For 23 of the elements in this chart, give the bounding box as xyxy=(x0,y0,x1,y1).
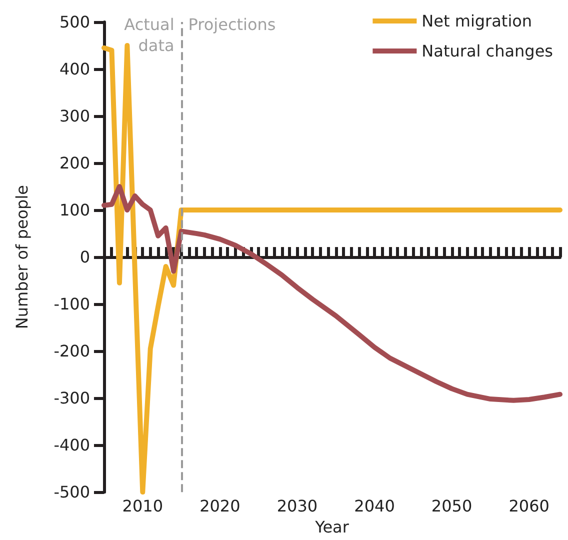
y-tick-label: -500 xyxy=(54,482,90,502)
x-tick-label: 2020 xyxy=(200,496,240,516)
x-axis-title: Year xyxy=(314,518,350,536)
legend-label: Net migration xyxy=(422,12,532,30)
annotation: Projections xyxy=(188,15,276,34)
y-axis-title: Number of people xyxy=(12,184,32,330)
y-tick-label: -400 xyxy=(54,436,90,455)
annotation: Actual data xyxy=(124,15,174,55)
y-tick-label: 300 xyxy=(59,106,90,126)
legend-label: Natural changes xyxy=(422,42,554,60)
y-tick-label: -200 xyxy=(54,342,90,361)
y-tick-label: 500 xyxy=(59,12,90,32)
y-tick-label: -100 xyxy=(54,294,90,314)
x-tick-label: 2060 xyxy=(508,496,550,516)
y-tick-label: -300 xyxy=(54,388,90,408)
x-tick-label: 2050 xyxy=(431,496,472,516)
y-tick-label: 400 xyxy=(59,60,90,79)
x-tick-label: 2010 xyxy=(122,496,164,516)
y-tick-label: 100 xyxy=(59,200,90,220)
y-tick-label: 0 xyxy=(80,248,90,267)
x-tick-label: 2040 xyxy=(354,496,395,516)
x-tick-label: 2030 xyxy=(276,496,318,516)
y-tick-label: 200 xyxy=(59,154,90,173)
